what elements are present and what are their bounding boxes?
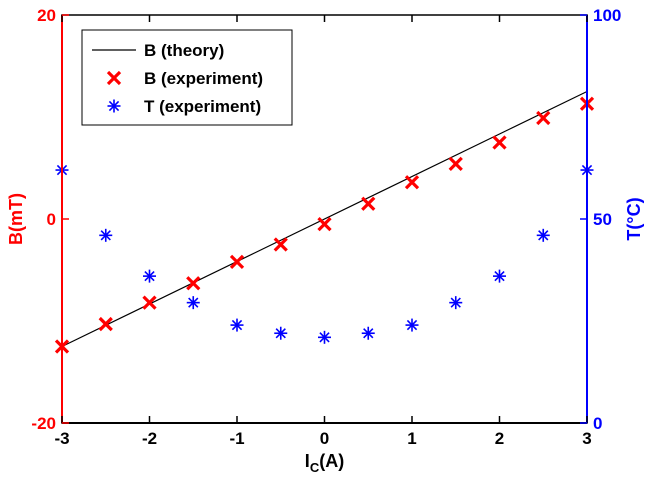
x-tick-label: 3 <box>582 429 591 448</box>
y-right-tick-label: 100 <box>593 6 621 25</box>
b-experiment-point <box>448 156 463 172</box>
t-experiment-point <box>536 228 550 242</box>
x-tick-label: 2 <box>495 429 504 448</box>
legend-label: B (theory) <box>144 41 224 60</box>
y-left-axis-label: B(mT) <box>6 193 26 245</box>
t-experiment-point <box>143 269 156 283</box>
plot-layer <box>54 90 595 354</box>
b-experiment-point <box>492 135 507 150</box>
legend-b-experiment-marker <box>106 70 122 86</box>
t-experiment-point <box>230 318 244 332</box>
legend-label: B (experiment) <box>144 69 263 88</box>
t-experiment-point <box>99 228 113 242</box>
b-experiment-point <box>536 110 551 126</box>
t-experiment-point <box>186 296 200 310</box>
x-tick-label: 0 <box>320 429 329 448</box>
b-experiment-point <box>186 276 201 291</box>
y-left-tick-label: 20 <box>37 6 56 25</box>
y-right-tick-label: 50 <box>593 210 612 229</box>
t-experiment-point <box>274 326 288 340</box>
b-experiment-point <box>229 254 245 269</box>
x-tick-label: -3 <box>54 429 69 448</box>
t-experiment-point <box>318 330 331 344</box>
b-experiment-point <box>142 295 157 310</box>
axes-layer: -3 -2 -1 0 1 2 3 -20 0 20 0 50 100 IC(A) B(mT) T(°C) <box>6 6 644 475</box>
y-right-axis-label: T(°C) <box>624 197 644 240</box>
t-experiment-point <box>449 296 463 310</box>
b-experiment-point <box>273 237 288 252</box>
t-experiment-point <box>493 269 506 283</box>
x-tick-label: -1 <box>229 429 244 448</box>
b-experiment-point <box>361 196 376 211</box>
x-axis-label: IC(A) <box>305 451 344 475</box>
b-experiment-point <box>404 175 420 190</box>
b-experiment-point <box>317 216 332 232</box>
legend-label: T (experiment) <box>144 97 261 116</box>
y-left-tick-label: -20 <box>31 414 56 433</box>
x-tick-label: 1 <box>407 429 416 448</box>
legend: B (theory) B (experiment) T (experiment) <box>81 29 293 126</box>
t-experiment-point <box>361 326 375 340</box>
x-tick-label: -2 <box>142 429 157 448</box>
y-left-tick-label: 0 <box>47 210 56 229</box>
b-theory-line <box>61 90 588 348</box>
y-right-tick-label: 0 <box>593 414 602 433</box>
b-experiment-point <box>98 316 113 332</box>
legend-t-experiment-marker <box>107 99 121 113</box>
t-experiment-point <box>405 318 419 332</box>
